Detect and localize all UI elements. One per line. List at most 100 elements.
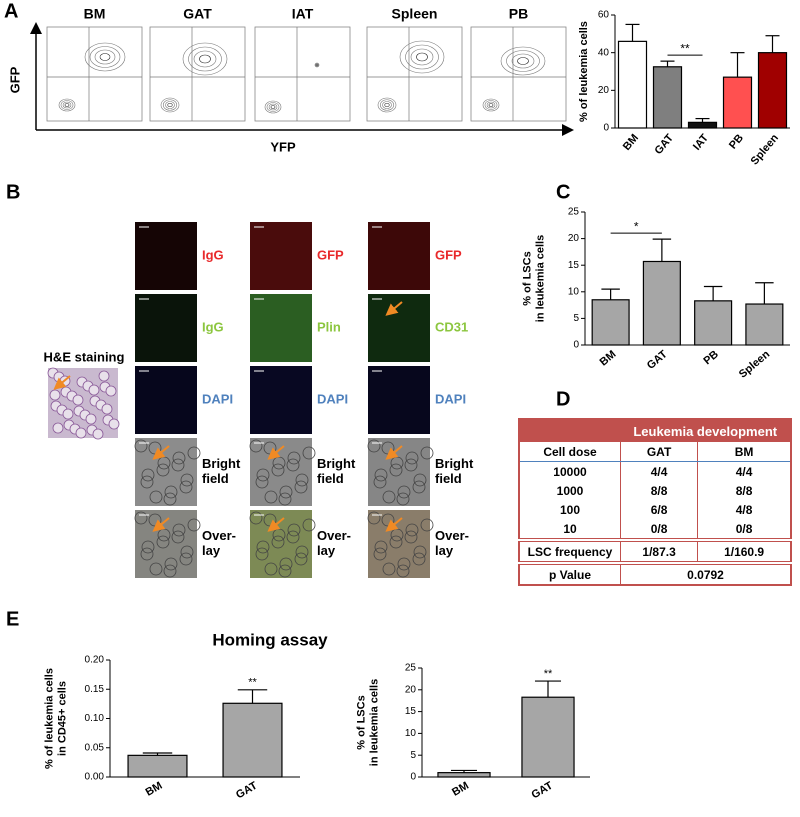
- cell-outline: [367, 439, 381, 453]
- he-cell: [75, 427, 87, 439]
- cell-outline: [256, 540, 270, 554]
- bar: [437, 772, 491, 778]
- table-cell: 4/4: [619, 461, 698, 481]
- arrow: [385, 517, 403, 532]
- flow-plot-label: BM: [84, 6, 106, 22]
- contour: [410, 48, 434, 66]
- contour: [511, 53, 535, 69]
- cell-outline: [264, 490, 278, 504]
- arrow: [385, 445, 403, 460]
- contour: [379, 99, 395, 111]
- y-tick-label: 25: [405, 663, 417, 674]
- y-axis-label: % of LSCs: [355, 695, 367, 749]
- cell-outline: [404, 530, 418, 544]
- stain-label: Bright: [202, 456, 241, 471]
- cell-outline: [404, 458, 418, 472]
- cell-outline: [374, 468, 388, 482]
- contour: [316, 64, 318, 66]
- y-tick-label: 0: [573, 340, 579, 351]
- micrograph: [368, 366, 430, 434]
- arrow: [385, 301, 403, 316]
- stain-label: field: [435, 471, 462, 486]
- x-tick-label: GAT: [645, 348, 670, 372]
- y-tick-label: 20: [568, 233, 580, 244]
- table-row: 10000 4/4 4/4: [519, 461, 791, 481]
- cell-outline: [171, 530, 185, 544]
- bar: [591, 299, 630, 346]
- contour: [84, 42, 126, 72]
- cell-outline: [389, 463, 403, 477]
- contour: [167, 102, 173, 108]
- micrograph: [250, 294, 312, 362]
- flow-x-label: YFP: [270, 139, 296, 154]
- cell-outline: [149, 490, 163, 504]
- contour: [384, 102, 390, 108]
- cell-outline: [397, 557, 411, 571]
- x-tick-label: IAT: [691, 132, 711, 153]
- y-axis-label: in leukemia cells: [534, 235, 546, 322]
- y-tick-label: 0.20: [85, 655, 105, 666]
- y-tick-label: 0: [603, 123, 609, 134]
- cell-outline: [397, 485, 411, 499]
- y-tick-label: 60: [598, 10, 610, 21]
- cell-outline: [294, 552, 308, 566]
- he-cell: [88, 384, 100, 396]
- significance-label: *: [634, 219, 639, 233]
- bar: [745, 303, 784, 346]
- cell-outline: [302, 446, 316, 460]
- y-axis-label: % of leukemia cells: [43, 668, 55, 769]
- stain-label: Over-: [435, 528, 469, 543]
- cell-outline: [179, 552, 193, 566]
- cell-outline: [180, 545, 194, 559]
- contour: [488, 103, 494, 107]
- contour: [315, 63, 319, 67]
- he-cell: [62, 408, 74, 420]
- table-cell: 1/160.9: [697, 538, 791, 563]
- cell-outline: [295, 473, 309, 487]
- cell-outline: [396, 564, 410, 578]
- stain-label: lay: [202, 543, 221, 558]
- table-cell: 4/8: [697, 500, 791, 519]
- flow-plot-label: IAT: [292, 6, 314, 22]
- table-cell: p Value: [519, 561, 621, 585]
- y-tick-label: 10: [568, 286, 580, 297]
- contour: [188, 46, 222, 72]
- stain-label: Plin: [317, 319, 341, 334]
- x-tick-label: BM: [598, 348, 619, 368]
- y-tick-label: 10: [405, 728, 417, 739]
- panel-label: B: [6, 181, 20, 203]
- he-cell: [101, 403, 113, 415]
- cell-outline: [171, 458, 185, 472]
- stain-label: GFP: [317, 247, 344, 262]
- table-row: 10 0/8 0/8: [519, 519, 791, 540]
- cell-outline: [255, 475, 269, 489]
- cell-outline: [396, 492, 410, 506]
- table-cell: LSC frequency: [519, 538, 621, 563]
- table-cell: 6/8: [619, 500, 698, 519]
- arrow: [152, 517, 170, 532]
- contour: [62, 101, 72, 109]
- y-tick-label: 20: [598, 85, 610, 96]
- stain-label: Over-: [317, 528, 351, 543]
- stain-label: Bright: [435, 456, 474, 471]
- contour: [484, 100, 498, 110]
- cell-outline: [164, 557, 178, 571]
- stain-label: lay: [435, 543, 454, 558]
- cell-outline: [163, 564, 177, 578]
- contour: [58, 98, 76, 112]
- contour: [416, 52, 428, 62]
- stain-label: DAPI: [202, 391, 233, 406]
- flow-plot: [254, 26, 351, 122]
- x-tick-label: PB: [727, 132, 746, 151]
- cell-outline: [164, 485, 178, 499]
- micrograph: [135, 294, 197, 362]
- cell-outline: [373, 475, 387, 489]
- table-cell: 4/4: [697, 461, 791, 481]
- cell-outline: [405, 451, 419, 465]
- table-row: 1000 8/8 8/8: [519, 481, 791, 500]
- cell-outline: [180, 473, 194, 487]
- p-value-row: p Value 0.0792: [519, 561, 791, 585]
- significance-label: **: [680, 41, 690, 55]
